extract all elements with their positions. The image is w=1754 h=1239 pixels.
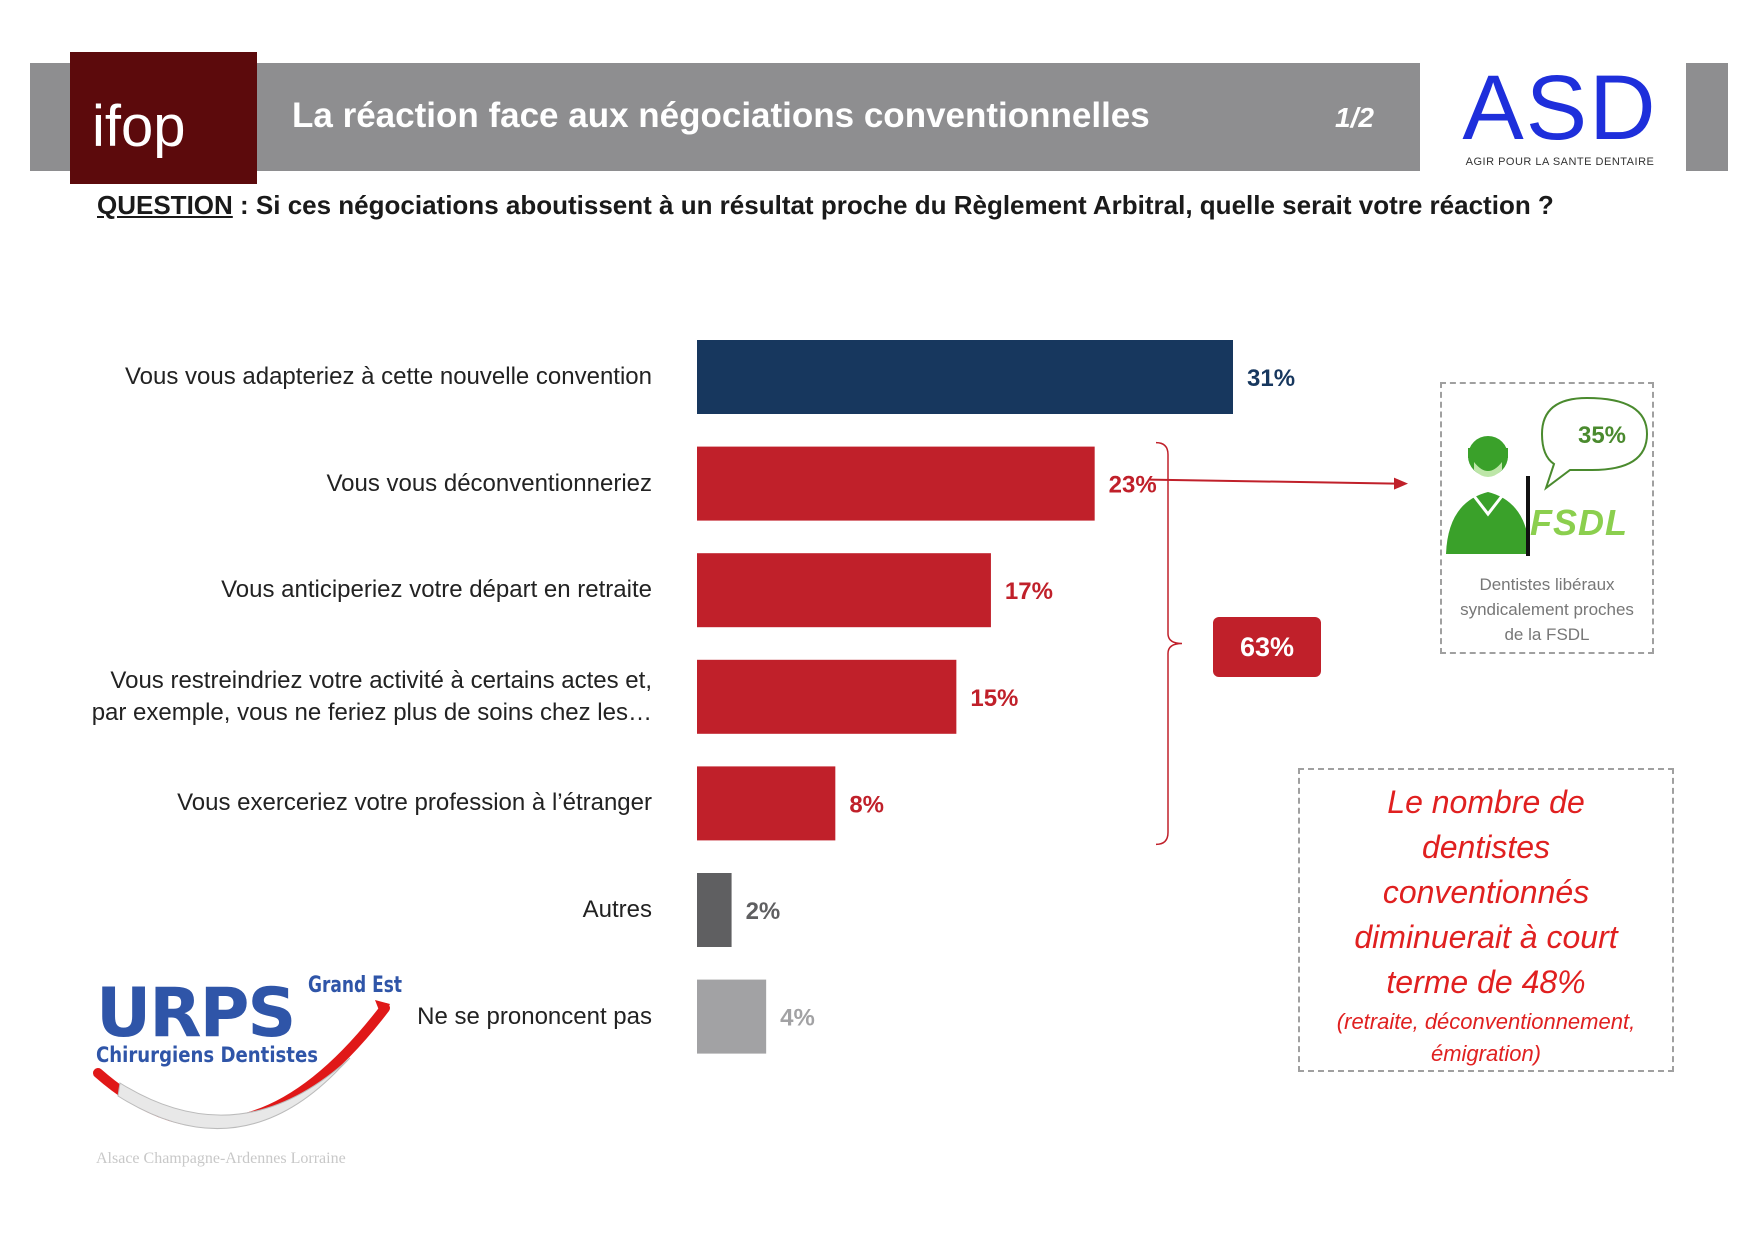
note-line: Le nombre de — [1387, 784, 1585, 820]
question-label: QUESTION — [97, 190, 233, 220]
fsdl-callout: 35% FSDL Dentistes libéraux syndicalemen… — [1440, 382, 1654, 654]
bar-value-label: 17% — [1005, 578, 1053, 605]
note-box: Le nombre de dentistes conventionnés dim… — [1298, 768, 1674, 1072]
bracket — [1155, 441, 1183, 846]
bar-value-label: 2% — [746, 898, 781, 925]
fsdl-caption-line: syndicalement proches — [1460, 600, 1634, 619]
ifop-logo: ifop — [70, 52, 257, 184]
arrow-head-icon — [1394, 477, 1408, 490]
category-label-line: Vous vous déconventionneriez — [326, 469, 652, 497]
urps-smile-tip-icon — [375, 1000, 390, 1018]
asd-logo-tagline: AGIR POUR LA SANTE DENTAIRE — [1465, 156, 1655, 168]
category-label: Vous restreindriez votre activité à cert… — [92, 665, 652, 729]
bar-0 — [697, 340, 1233, 414]
category-label: Vous vous adapteriez à cette nouvelle co… — [125, 361, 652, 393]
bar-1 — [697, 446, 1095, 521]
fsdl-caption-line: de la FSDL — [1504, 625, 1590, 644]
urps-title: URPS — [96, 974, 294, 1053]
category-label-line: Vous anticiperiez votre départ en retrai… — [221, 576, 652, 604]
bar-4 — [697, 766, 836, 841]
speech-bubble-icon — [1540, 396, 1649, 491]
bar-value-label: 4% — [780, 1005, 815, 1032]
category-label-line: par exemple, vous ne feriez plus de soin… — [91, 698, 652, 726]
bar-value-label: 8% — [849, 791, 884, 818]
category-label-line: Vous vous adapteriez à cette nouvelle co… — [124, 363, 652, 390]
asd-logo: ASD AGIR POUR LA SANTE DENTAIRE — [1440, 62, 1680, 172]
page-number: 1/2 — [1335, 102, 1374, 133]
question-text: : Si ces négociations aboutissent à un r… — [232, 190, 1554, 220]
bar-5 — [697, 873, 732, 947]
bar-value-label: 23% — [1109, 472, 1157, 499]
note-subline: émigration) — [1430, 1041, 1542, 1066]
category-label: Vous vous déconventionneriez — [326, 468, 652, 500]
note-line: dentistes — [1421, 829, 1551, 865]
page-title: La réaction face aux négociations conven… — [292, 96, 1150, 135]
fsdl-caption-line: Dentistes libéraux — [1479, 575, 1615, 594]
note-line: terme de 48% — [1386, 964, 1586, 1000]
note-line: conventionnés — [1382, 874, 1590, 910]
category-label: Autres — [583, 894, 652, 926]
category-label: Vous anticiperiez votre départ en retrai… — [221, 574, 652, 606]
masked-dentist-icon — [1446, 436, 1530, 554]
category-label: Ne se prononcent pas — [417, 1001, 652, 1033]
urps-footer: Alsace Champagne-Ardennes Lorraine — [96, 1150, 346, 1167]
fsdl-divider — [1526, 476, 1530, 556]
urps-subtitle: Chirurgiens Dentistes — [96, 1043, 318, 1067]
fsdl-value: 35% — [1577, 422, 1627, 449]
ifop-logo-text: ifop — [92, 94, 186, 159]
header-logo-area — [1420, 58, 1686, 176]
category-label-line: Vous exerceriez votre profession à l’étr… — [177, 789, 652, 817]
bar-2 — [697, 553, 991, 628]
note-subline: (retraite, déconventionnement, — [1336, 1009, 1636, 1034]
bracket-total-badge: 63% — [1213, 617, 1321, 677]
fsdl-illustration — [1446, 396, 1649, 556]
asd-logo-text: ASD — [1462, 57, 1658, 159]
category-label-line: Vous restreindriez votre activité à cert… — [110, 666, 652, 694]
bar-value-label: 15% — [970, 685, 1018, 712]
category-label: Vous exerceriez votre profession à l’étr… — [177, 787, 652, 819]
category-label-line: Autres — [582, 896, 652, 923]
question: QUESTION : Si ces négociations aboutisse… — [97, 190, 1554, 221]
ifop-logo-icon: ifop — [92, 94, 186, 159]
bar-3 — [697, 659, 957, 734]
bar-6 — [697, 979, 767, 1054]
urps-logo: URPS Grand Est Chirurgiens Dentistes — [93, 973, 402, 1130]
arrow-line — [1149, 478, 1397, 485]
bar-value-label: 31% — [1247, 365, 1295, 392]
note-line: diminuerait à court — [1354, 919, 1618, 955]
category-label-line: Ne se prononcent pas — [417, 1002, 652, 1030]
fsdl-caption: Dentistes libéraux syndicalement proches… — [1442, 572, 1652, 647]
fsdl-brand-logo: FSDL — [1530, 502, 1628, 543]
urps-region: Grand Est — [308, 973, 402, 998]
urps-teeth-icon — [117, 1057, 351, 1130]
